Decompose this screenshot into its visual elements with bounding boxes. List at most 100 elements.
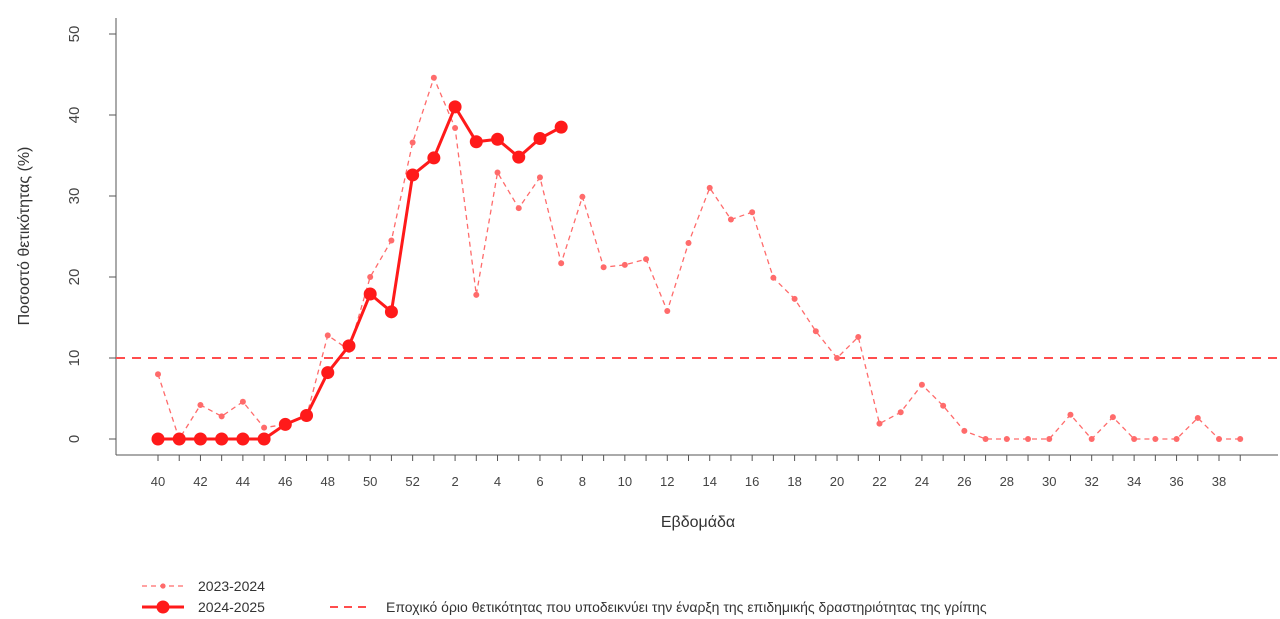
legend-point-2024-2025 xyxy=(156,600,170,614)
x-tick-label: 4 xyxy=(494,474,501,489)
x-axis-title: Εβδομάδα xyxy=(661,514,735,531)
data-point xyxy=(1067,411,1074,418)
data-point xyxy=(536,174,543,181)
data-point xyxy=(1216,436,1222,442)
data-point xyxy=(812,328,819,335)
x-tick-label: 8 xyxy=(579,474,586,489)
x-tick-label: 46 xyxy=(278,474,292,489)
x-tick-label: 10 xyxy=(618,474,632,489)
data-point xyxy=(1046,436,1053,442)
data-point xyxy=(897,409,904,416)
x-tick-label: 16 xyxy=(745,474,759,489)
data-point xyxy=(554,120,568,134)
data-point xyxy=(491,132,505,146)
x-tick-label: 42 xyxy=(193,474,207,489)
data-point xyxy=(558,260,565,267)
x-tick-label: 18 xyxy=(787,474,801,489)
series-layer xyxy=(151,74,1244,446)
data-point xyxy=(918,381,925,388)
x-tick-label: 38 xyxy=(1212,474,1226,489)
data-point xyxy=(1025,436,1032,442)
series-line xyxy=(157,77,1241,440)
data-point xyxy=(151,432,165,446)
series-2024-2025 xyxy=(151,100,568,446)
legend-point-2023-2024 xyxy=(160,583,166,589)
data-point xyxy=(664,308,671,315)
data-point xyxy=(448,100,462,114)
data-point xyxy=(579,193,586,200)
data-point xyxy=(940,402,947,409)
data-point xyxy=(1173,436,1180,442)
x-tick-label: 50 xyxy=(363,474,377,489)
data-point xyxy=(982,436,989,442)
x-tick-label: 22 xyxy=(872,474,886,489)
data-point xyxy=(494,169,501,176)
y-tick-label: 0 xyxy=(66,435,83,443)
data-point xyxy=(876,420,883,427)
y-tick-label: 30 xyxy=(66,188,83,205)
data-point xyxy=(236,432,250,446)
data-point xyxy=(512,150,526,164)
data-point xyxy=(600,264,607,271)
y-axis-title: Ποσοστό θετικότητας (%) xyxy=(16,147,33,326)
data-point xyxy=(533,131,547,145)
data-point xyxy=(367,274,374,280)
data-point xyxy=(1131,436,1138,442)
data-point xyxy=(961,427,968,434)
data-point xyxy=(384,305,398,319)
data-point xyxy=(427,151,441,165)
data-point xyxy=(706,184,713,191)
data-point xyxy=(218,413,225,420)
data-point xyxy=(239,398,246,405)
y-tick-label: 50 xyxy=(66,26,83,43)
data-point xyxy=(791,295,798,302)
data-point xyxy=(452,124,459,131)
data-point xyxy=(388,237,395,244)
x-tick-label: 26 xyxy=(957,474,971,489)
x-tick-label: 20 xyxy=(830,474,844,489)
data-point xyxy=(1003,436,1010,442)
y-tick-label: 40 xyxy=(66,107,83,124)
legend-label-2024-2025: 2024-2025 xyxy=(198,599,265,615)
y-tick-label: 20 xyxy=(66,269,83,286)
data-point xyxy=(324,332,331,339)
data-point xyxy=(430,74,437,81)
data-point xyxy=(172,432,186,446)
series-line xyxy=(158,105,562,441)
data-point xyxy=(197,401,204,408)
legend: 2023-2024 2024-2025 Εποχικό όριο θετικότητ… xyxy=(142,578,987,615)
x-tick-label: 30 xyxy=(1042,474,1056,489)
data-point xyxy=(257,432,271,446)
x-tick-label: 12 xyxy=(660,474,674,489)
y-tick-label: 10 xyxy=(66,350,83,367)
x-tick-label: 36 xyxy=(1169,474,1183,489)
series-2023-2024 xyxy=(155,74,1244,442)
data-point xyxy=(685,239,692,246)
x-tick-label: 44 xyxy=(236,474,250,489)
data-point xyxy=(621,261,628,268)
x-tick-label: 52 xyxy=(405,474,419,489)
data-point xyxy=(321,366,335,380)
data-point xyxy=(406,168,420,182)
x-tick-label: 6 xyxy=(536,474,543,489)
legend-label-threshold: Εποχικό όριο θετικότητας που υποδεικνύει… xyxy=(386,599,987,615)
data-point xyxy=(469,135,483,149)
data-point xyxy=(1109,414,1116,421)
data-point xyxy=(1194,414,1201,421)
data-point xyxy=(215,432,229,446)
data-point xyxy=(300,409,314,423)
data-point xyxy=(155,371,161,378)
data-point xyxy=(727,216,734,223)
data-point xyxy=(643,256,650,263)
data-point xyxy=(193,432,207,446)
data-point xyxy=(473,291,480,298)
data-point xyxy=(749,209,756,216)
data-point xyxy=(1152,436,1159,442)
data-point xyxy=(770,274,777,281)
data-point xyxy=(261,424,268,431)
data-point xyxy=(1088,436,1095,442)
data-point xyxy=(278,417,292,431)
data-point xyxy=(834,355,841,361)
